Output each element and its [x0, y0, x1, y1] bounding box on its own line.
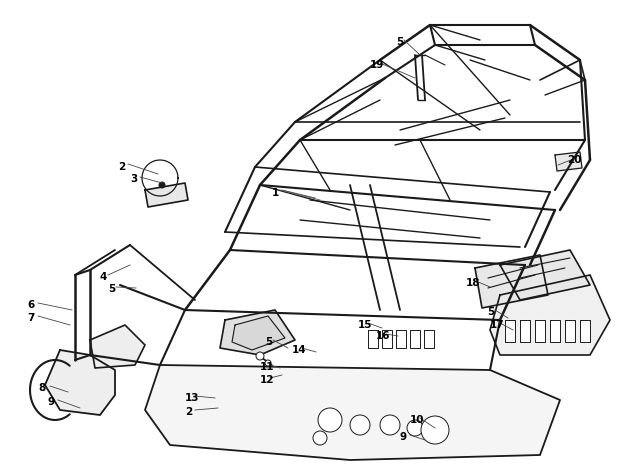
- Polygon shape: [368, 330, 378, 348]
- Text: 5: 5: [265, 337, 272, 347]
- Text: 12: 12: [260, 375, 275, 385]
- Text: 5: 5: [108, 284, 115, 294]
- Text: 16: 16: [376, 331, 391, 341]
- Polygon shape: [475, 255, 548, 308]
- Circle shape: [318, 408, 342, 432]
- Text: 7: 7: [27, 313, 34, 323]
- Text: 2: 2: [185, 407, 192, 417]
- Circle shape: [313, 431, 327, 445]
- Text: 17: 17: [490, 320, 505, 330]
- Circle shape: [350, 415, 370, 435]
- Polygon shape: [490, 275, 610, 355]
- Text: 8: 8: [38, 383, 45, 393]
- Text: 20: 20: [567, 155, 582, 165]
- Polygon shape: [500, 250, 590, 300]
- Polygon shape: [505, 320, 515, 342]
- Text: 18: 18: [466, 278, 480, 288]
- Polygon shape: [520, 320, 530, 342]
- Polygon shape: [145, 365, 560, 460]
- Circle shape: [265, 360, 271, 366]
- Text: 19: 19: [370, 60, 384, 70]
- Polygon shape: [382, 330, 392, 348]
- Polygon shape: [220, 310, 295, 355]
- Polygon shape: [535, 320, 545, 342]
- Text: 6: 6: [27, 300, 34, 310]
- Text: 11: 11: [260, 362, 275, 372]
- Polygon shape: [565, 320, 575, 342]
- Polygon shape: [90, 325, 145, 368]
- Text: 9: 9: [47, 397, 54, 407]
- Text: 5: 5: [487, 307, 494, 317]
- Text: 14: 14: [292, 345, 306, 355]
- Circle shape: [407, 420, 423, 436]
- Text: 15: 15: [358, 320, 372, 330]
- Polygon shape: [424, 330, 434, 348]
- Text: 13: 13: [185, 393, 199, 403]
- Polygon shape: [410, 330, 420, 348]
- Polygon shape: [580, 320, 590, 342]
- Text: 10: 10: [410, 415, 425, 425]
- Polygon shape: [396, 330, 406, 348]
- Polygon shape: [555, 152, 582, 171]
- Polygon shape: [550, 320, 560, 342]
- Polygon shape: [232, 316, 285, 350]
- Circle shape: [159, 182, 165, 188]
- Text: 5: 5: [396, 37, 403, 47]
- Polygon shape: [45, 350, 115, 415]
- Circle shape: [256, 352, 264, 360]
- Circle shape: [421, 416, 449, 444]
- Text: 3: 3: [130, 174, 137, 184]
- Polygon shape: [145, 183, 188, 207]
- Text: 1: 1: [272, 188, 279, 198]
- Text: 2: 2: [118, 162, 125, 172]
- Circle shape: [380, 415, 400, 435]
- Text: 4: 4: [100, 272, 108, 282]
- Text: 9: 9: [400, 432, 407, 442]
